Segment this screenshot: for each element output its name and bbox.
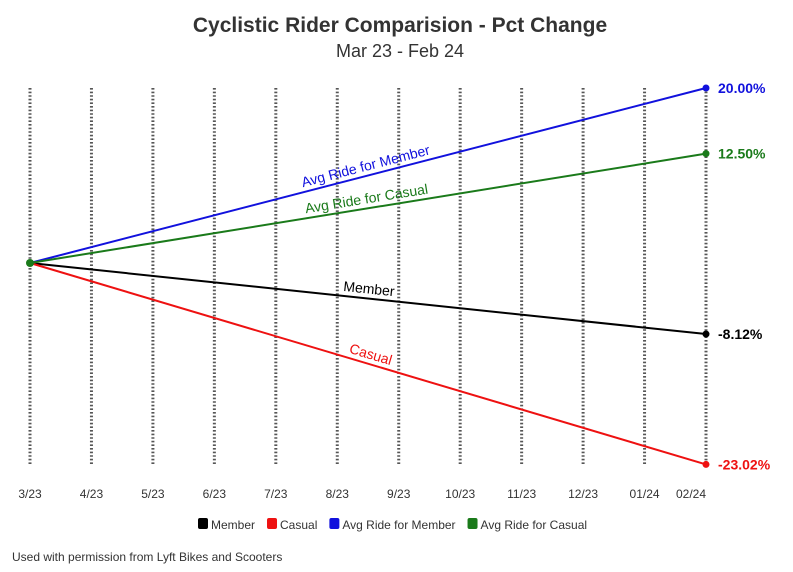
x-tick-label: 8/23 [326, 487, 350, 501]
legend-swatch [329, 518, 340, 529]
series-line [29, 87, 707, 264]
series-end-label: 20.00% [718, 80, 766, 96]
x-tick-label: 02/24 [676, 487, 706, 501]
series-end-label: -23.02% [718, 456, 771, 472]
x-tick-label: 4/23 [80, 487, 104, 501]
legend-swatch [467, 518, 478, 529]
series-end-point [702, 460, 710, 468]
series-name-label: Avg Ride for Casual [304, 181, 429, 217]
x-axis-ticks: 3/23 4/23 5/23 6/23 7/23 8/23 9/23 10/23 11/23 12… [18, 487, 706, 501]
x-tick-label: 3/23 [18, 487, 42, 501]
series-name-label: Member [343, 278, 396, 299]
legend-label: Avg Ride for Casual [481, 518, 588, 532]
series-line [29, 262, 707, 336]
x-tick-label: 12/23 [568, 487, 598, 501]
x-tick-label: 7/23 [264, 487, 288, 501]
chart-subtitle: Mar 23 - Feb 24 [336, 41, 464, 61]
footer-credit: Used with permission from Lyft Bikes and… [12, 550, 282, 564]
series-end-point [702, 330, 710, 338]
legend-label: Avg Ride for Member [342, 518, 455, 532]
x-tick-label: 11/23 [507, 487, 536, 501]
grid-lines [28, 88, 708, 466]
chart-title: Cyclistic Rider Comparision - Pct Change [193, 14, 607, 37]
legend-label: Casual [280, 518, 317, 532]
series-lines [26, 84, 710, 468]
x-tick-label: 10/23 [445, 487, 475, 501]
series-end-label: 12.50% [718, 146, 766, 162]
series-end-label: -8.12% [718, 326, 763, 342]
x-tick-label: 01/24 [630, 487, 660, 501]
series-line [29, 262, 707, 466]
x-tick-label: 9/23 [387, 487, 411, 501]
series-end-point [702, 150, 710, 158]
legend: Member Casual Avg Ride for Member Avg Ride … [198, 518, 587, 532]
series-start-point [26, 259, 34, 267]
legend-swatch [198, 518, 208, 529]
x-tick-label: 5/23 [141, 487, 165, 501]
x-tick-label: 6/23 [203, 487, 227, 501]
legend-swatch [267, 518, 278, 529]
series-end-point [702, 84, 710, 92]
series-line [29, 152, 707, 264]
legend-label: Member [211, 518, 255, 532]
